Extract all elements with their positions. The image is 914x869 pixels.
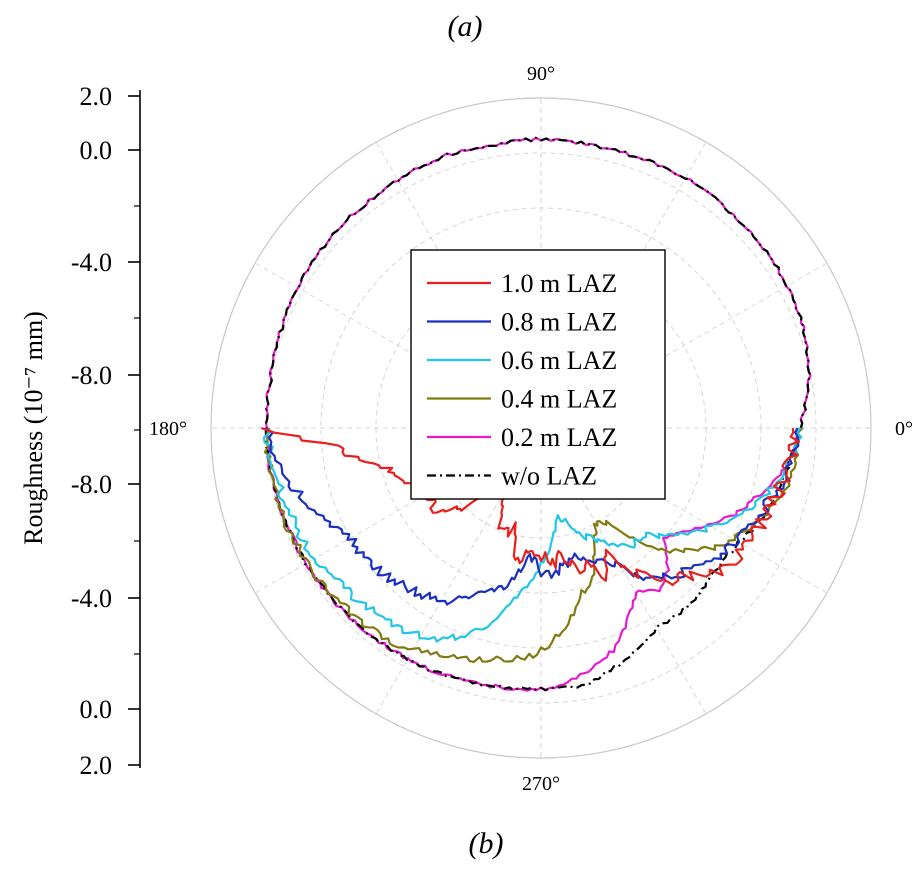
radial-tick-label: 0.0 xyxy=(80,695,113,724)
radial-tick-label: 2.0 xyxy=(80,751,113,780)
panel-label-b: (b) xyxy=(469,827,504,860)
angle-tick-label: 90° xyxy=(527,63,555,85)
angle-labels: 0° 90° 180° 270° xyxy=(149,63,913,795)
radial-tick-label: 2.0 xyxy=(80,82,113,111)
legend-label: 1.0 m LAZ xyxy=(501,269,617,298)
legend-box xyxy=(410,249,666,500)
radial-tick-label: -8.0 xyxy=(71,361,112,390)
panel-label-a: (a) xyxy=(448,10,483,43)
series-0-4-m-laz xyxy=(263,427,804,663)
radial-tick-label: -8.0 xyxy=(71,470,112,499)
radial-tick-label: 0.0 xyxy=(80,136,113,165)
grid-outer-circle xyxy=(210,97,872,759)
series-line-lower xyxy=(263,427,804,663)
legend-label: 0.6 m LAZ xyxy=(501,346,617,375)
legend-label: 0.4 m LAZ xyxy=(501,385,617,414)
angle-tick-label: 270° xyxy=(522,773,560,795)
legend-label: 0.2 m LAZ xyxy=(501,423,617,452)
radial-tick-label: -4.0 xyxy=(71,584,112,613)
angle-tick-label: 180° xyxy=(149,418,187,440)
series-line-upper xyxy=(265,136,812,429)
legend-label: w/o LAZ xyxy=(501,462,597,491)
series-0-8-m-laz xyxy=(264,427,800,606)
y-axis-label: Roughness (10⁻⁷ mm) xyxy=(19,311,48,545)
radial-axis-ticks: 2.0 0.0 -4.0 -8.0 -8.0 -4.0 0.0 2.0 xyxy=(71,82,140,780)
angle-tick-label: 0° xyxy=(895,418,913,440)
legend: 1.0 m LAZ 0.8 m LAZ 0.6 m LAZ 0.4 m LAZ 0.2 … xyxy=(410,249,666,500)
legend-label: 0.8 m LAZ xyxy=(501,308,617,337)
radial-tick-label: -4.0 xyxy=(71,248,112,277)
radial-axis: 2.0 0.0 -4.0 -8.0 -8.0 -4.0 0.0 2.0 Roughness (… xyxy=(19,82,141,780)
series-layer xyxy=(260,136,812,692)
series-line-lower xyxy=(264,427,800,606)
